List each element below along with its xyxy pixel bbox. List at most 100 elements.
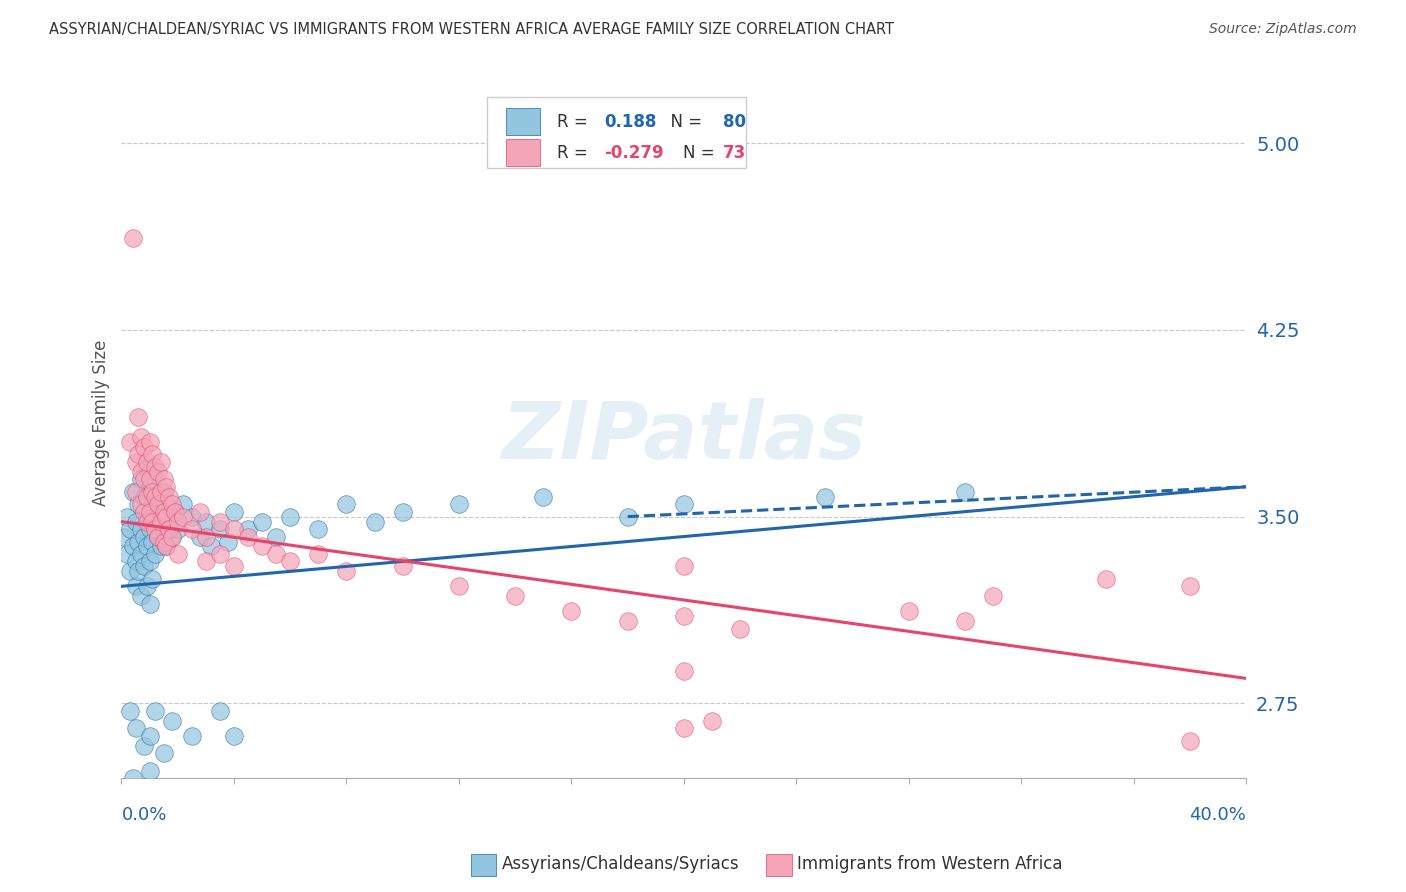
Point	[127, 410, 149, 425]
Text: R =: R =	[557, 144, 593, 161]
Point	[149, 455, 172, 469]
Point	[132, 559, 155, 574]
Point	[188, 529, 211, 543]
Point	[672, 609, 695, 624]
Point	[166, 547, 188, 561]
Point	[194, 529, 217, 543]
Point	[152, 746, 174, 760]
Point	[155, 540, 177, 554]
Point	[132, 490, 155, 504]
Point	[208, 522, 231, 536]
Point	[672, 559, 695, 574]
Point	[138, 434, 160, 449]
Point	[141, 515, 163, 529]
Point	[135, 540, 157, 554]
Point	[1094, 572, 1116, 586]
Point	[953, 484, 976, 499]
Point	[143, 704, 166, 718]
Point	[118, 434, 141, 449]
Point	[149, 540, 172, 554]
Point	[160, 529, 183, 543]
Point	[121, 231, 143, 245]
Point	[335, 497, 357, 511]
Point	[138, 472, 160, 486]
Y-axis label: Average Family Size: Average Family Size	[93, 340, 110, 507]
Text: Source: ZipAtlas.com: Source: ZipAtlas.com	[1209, 22, 1357, 37]
Point	[236, 522, 259, 536]
Point	[141, 447, 163, 461]
Point	[264, 547, 287, 561]
Point	[146, 465, 169, 479]
Point	[135, 515, 157, 529]
Text: -0.279: -0.279	[605, 144, 664, 161]
Point	[163, 505, 186, 519]
Point	[149, 515, 172, 529]
Point	[127, 447, 149, 461]
Point	[391, 505, 413, 519]
Point	[250, 515, 273, 529]
Text: 40.0%: 40.0%	[1189, 806, 1246, 824]
Point	[129, 522, 152, 536]
Point	[172, 509, 194, 524]
Point	[278, 509, 301, 524]
Point	[141, 534, 163, 549]
Point	[217, 534, 239, 549]
Point	[728, 622, 751, 636]
Point	[132, 472, 155, 486]
Point	[143, 547, 166, 561]
Point	[135, 490, 157, 504]
Point	[208, 704, 231, 718]
Point	[118, 522, 141, 536]
Point	[141, 497, 163, 511]
Point	[135, 455, 157, 469]
Point	[157, 522, 180, 536]
Point	[616, 509, 638, 524]
Point	[135, 459, 157, 474]
Point	[672, 664, 695, 678]
Point	[172, 497, 194, 511]
Text: Immigrants from Western Africa: Immigrants from Western Africa	[797, 855, 1063, 873]
Point	[146, 490, 169, 504]
Text: ZIPatlas: ZIPatlas	[502, 399, 866, 476]
Point	[222, 522, 245, 536]
Point	[200, 540, 222, 554]
Point	[138, 480, 160, 494]
Point	[155, 497, 177, 511]
Point	[132, 739, 155, 753]
Text: 0.188: 0.188	[605, 112, 657, 130]
Text: N =: N =	[683, 144, 720, 161]
Point	[363, 515, 385, 529]
Point	[115, 547, 138, 561]
Point	[127, 534, 149, 549]
Point	[135, 579, 157, 593]
Point	[166, 515, 188, 529]
Point	[143, 522, 166, 536]
Point	[672, 497, 695, 511]
Point	[124, 579, 146, 593]
Point	[155, 509, 177, 524]
Point	[132, 529, 155, 543]
Point	[264, 529, 287, 543]
Text: 0.0%: 0.0%	[121, 806, 167, 824]
Point	[152, 534, 174, 549]
Point	[700, 714, 723, 728]
Point	[135, 509, 157, 524]
FancyBboxPatch shape	[506, 108, 540, 135]
Point	[194, 554, 217, 568]
Point	[129, 430, 152, 444]
Point	[160, 529, 183, 543]
Point	[391, 559, 413, 574]
Point	[208, 515, 231, 529]
Point	[138, 554, 160, 568]
Point	[560, 604, 582, 618]
Point	[152, 505, 174, 519]
Point	[222, 505, 245, 519]
Point	[616, 614, 638, 628]
Point	[155, 540, 177, 554]
Point	[138, 505, 160, 519]
Point	[127, 565, 149, 579]
Point	[307, 547, 329, 561]
Point	[188, 505, 211, 519]
Point	[118, 704, 141, 718]
Point	[1178, 733, 1201, 747]
